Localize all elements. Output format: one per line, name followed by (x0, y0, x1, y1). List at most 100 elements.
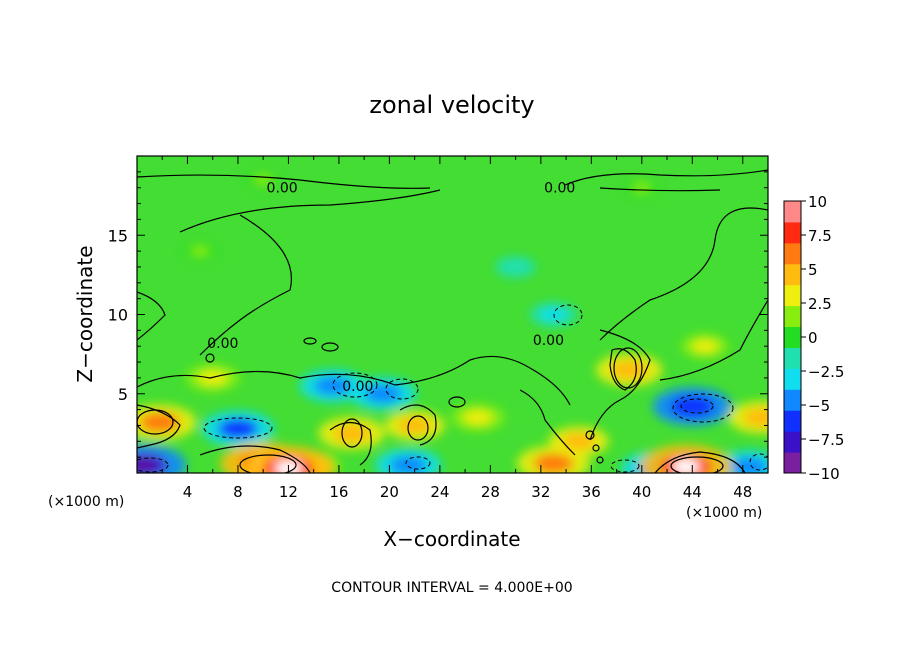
x-tick-label: 28 (481, 483, 500, 501)
colorbar-swatch (784, 305, 801, 328)
colorbar-swatch (784, 452, 801, 474)
contour-line (589, 329, 651, 441)
contour-line (137, 409, 174, 435)
velocity-feature-peak (672, 458, 700, 473)
contour-label: 0.00 (544, 181, 575, 197)
x-tick-label: 32 (531, 483, 550, 501)
contour-line (610, 459, 640, 473)
contour-line (329, 421, 372, 466)
velocity-feature-core (190, 245, 210, 257)
chart-title: zonal velocity (369, 91, 534, 119)
contour-line (199, 445, 311, 473)
colorbar-swatch (784, 368, 801, 390)
velocity-feature-core (504, 261, 527, 273)
x-tick-label: 40 (632, 483, 651, 501)
x-unit-left: (×1000 m) (48, 494, 124, 510)
contour-line (609, 348, 637, 391)
contour-line (385, 378, 419, 400)
contour-line (199, 214, 292, 356)
velocity-feature-core (333, 424, 370, 443)
contour-line (137, 457, 169, 473)
contour-label: 0.00 (207, 336, 238, 352)
contour-label: 0.00 (267, 181, 298, 197)
contour-line (239, 454, 297, 473)
velocity-feature-core (217, 418, 258, 439)
contour-line (205, 353, 215, 363)
contour-line (659, 299, 768, 381)
colorbar-tick-label: 2.5 (808, 295, 832, 313)
velocity-feature-core (730, 457, 768, 473)
contour-line (599, 207, 768, 341)
colorbar-tick-label: 7.5 (808, 227, 832, 245)
contour-line (203, 417, 273, 439)
contour-line (592, 444, 600, 452)
contour-label: 0.00 (533, 333, 564, 349)
contour-line (672, 393, 734, 423)
velocity-feature-core (390, 456, 427, 473)
contour-line (564, 169, 768, 186)
colorbar-swatch (784, 221, 801, 244)
colorbar-swatch (784, 284, 801, 307)
colorbar-swatch (784, 347, 801, 369)
contour-line (519, 389, 576, 456)
velocity-feature-core (540, 307, 567, 322)
colorbar-swatch (784, 431, 801, 453)
contour-line (613, 347, 643, 389)
velocity-feature-peak (137, 457, 157, 473)
colorbar-tick-label: −2.5 (808, 363, 844, 381)
contour-line (394, 355, 571, 406)
velocity-feature-core (610, 360, 648, 379)
colorbar-swatch (784, 410, 801, 432)
contour-line (749, 453, 768, 471)
contour-line (680, 398, 714, 414)
x-tick-label: 44 (683, 483, 702, 501)
colorbar-swatch (784, 326, 801, 348)
contour-line (332, 372, 378, 398)
colorbar-tick-label: 5 (808, 261, 818, 279)
contour-line (407, 415, 429, 441)
contour-line (137, 174, 431, 189)
colorbar-swatch (784, 263, 801, 286)
contour-line (399, 404, 437, 446)
x-unit-right: (×1000 m) (686, 505, 762, 521)
colorbar-tick-label: −10 (808, 465, 840, 483)
x-tick-label: 16 (329, 483, 348, 501)
contour-line (596, 456, 604, 464)
velocity-feature-core (670, 395, 715, 417)
contour-line (448, 396, 466, 408)
colorbar-tick-label: −5 (808, 397, 830, 415)
contour-line (654, 451, 746, 473)
x-tick-label: 12 (279, 483, 298, 501)
contour-line (341, 418, 363, 448)
contour-line (670, 456, 724, 473)
velocity-feature-core (139, 412, 180, 433)
contour-line (137, 404, 181, 449)
x-tick-label: 20 (380, 483, 399, 501)
colorbar-swatch (784, 201, 801, 223)
x-tick-label: 48 (733, 483, 752, 501)
x-tick-label: 4 (183, 483, 193, 501)
velocity-feature-core (743, 408, 768, 427)
contour-line (137, 291, 166, 341)
y-tick-label: 10 (108, 306, 128, 325)
velocity-feature-core (314, 376, 351, 395)
contour-line (303, 337, 317, 345)
velocity-feature-core (632, 182, 652, 193)
velocity-feature-core (533, 453, 574, 473)
contour-line (405, 456, 431, 470)
x-tick-label: 8 (233, 483, 243, 501)
contour-line (599, 187, 721, 192)
contour-line (321, 342, 339, 352)
contour-labels: 0.00 0.00 0.00 0.00 0.00 (207, 181, 575, 395)
colorbar-swatch (784, 242, 801, 265)
colorbar-swatch (784, 389, 801, 411)
contour-line (585, 430, 595, 440)
colorbar-tick-label: 10 (808, 193, 827, 211)
x-axis-label: X−coordinate (383, 527, 520, 551)
contour-lines (137, 169, 768, 473)
velocity-feature-core (398, 417, 432, 434)
colorbar: 10 7.5 5 2.5 0 −2.5 −5 −7.5 −10 (783, 193, 844, 483)
colorbar-tick-label: −7.5 (808, 431, 844, 449)
